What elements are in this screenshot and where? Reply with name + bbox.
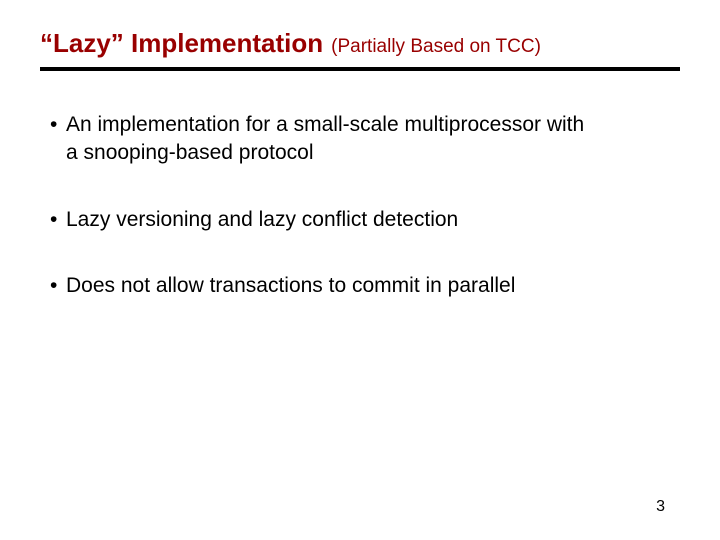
- bullet-text-line1: An implementation for a small-scale mult…: [66, 113, 584, 136]
- bullet-text-line2: a snooping-based protocol: [66, 139, 680, 167]
- slide: “Lazy” Implementation (Partially Based o…: [0, 0, 720, 540]
- bullet-list: An implementation for a small-scale mult…: [40, 111, 680, 300]
- title-divider: [40, 67, 680, 71]
- page-number: 3: [656, 498, 665, 516]
- title-row: “Lazy” Implementation (Partially Based o…: [40, 28, 680, 59]
- bullet-text-line1: Lazy versioning and lazy conflict detect…: [66, 208, 458, 231]
- bullet-text-line1: Does not allow transactions to commit in…: [66, 274, 515, 297]
- slide-title-main: “Lazy” Implementation: [40, 28, 323, 59]
- bullet-item: An implementation for a small-scale mult…: [50, 111, 680, 168]
- bullet-item: Lazy versioning and lazy conflict detect…: [50, 206, 680, 234]
- bullet-item: Does not allow transactions to commit in…: [50, 272, 680, 300]
- slide-title-sub: (Partially Based on TCC): [331, 36, 541, 58]
